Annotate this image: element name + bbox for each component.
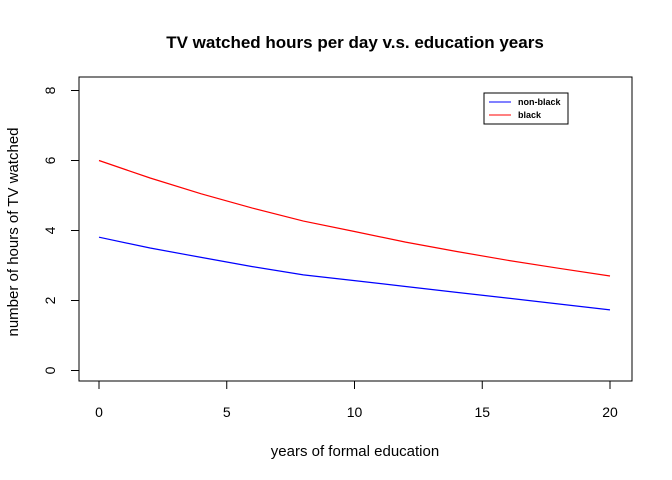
series-line-black (98, 159, 611, 277)
series-line-non-black (98, 236, 611, 311)
y-tick-label: 4 (42, 226, 58, 234)
x-axis: 0 5 10 15 20 (95, 380, 618, 420)
legend-label-black: black (518, 110, 542, 120)
x-axis-label: years of formal education (271, 443, 439, 460)
series-layer (98, 159, 611, 311)
x-tick-label: 10 (347, 404, 363, 420)
x-tick-label: 5 (223, 404, 231, 420)
x-tick-label: 20 (602, 404, 618, 420)
chart-title: TV watched hours per day v.s. education … (166, 33, 544, 52)
y-tick-label: 8 (42, 86, 58, 94)
y-tick-label: 2 (42, 296, 58, 304)
legend-box (483, 92, 569, 125)
legend: non-black black (483, 92, 569, 125)
x-tick-label: 15 (474, 404, 490, 420)
y-axis-label: number of hours of TV watched (5, 127, 22, 336)
y-axis: 0 2 4 6 8 (42, 86, 80, 374)
x-tick-label: 0 (95, 404, 103, 420)
y-tick-label: 0 (42, 366, 58, 374)
y-tick-label: 6 (42, 156, 58, 164)
legend-label-non-black: non-black (518, 97, 561, 107)
